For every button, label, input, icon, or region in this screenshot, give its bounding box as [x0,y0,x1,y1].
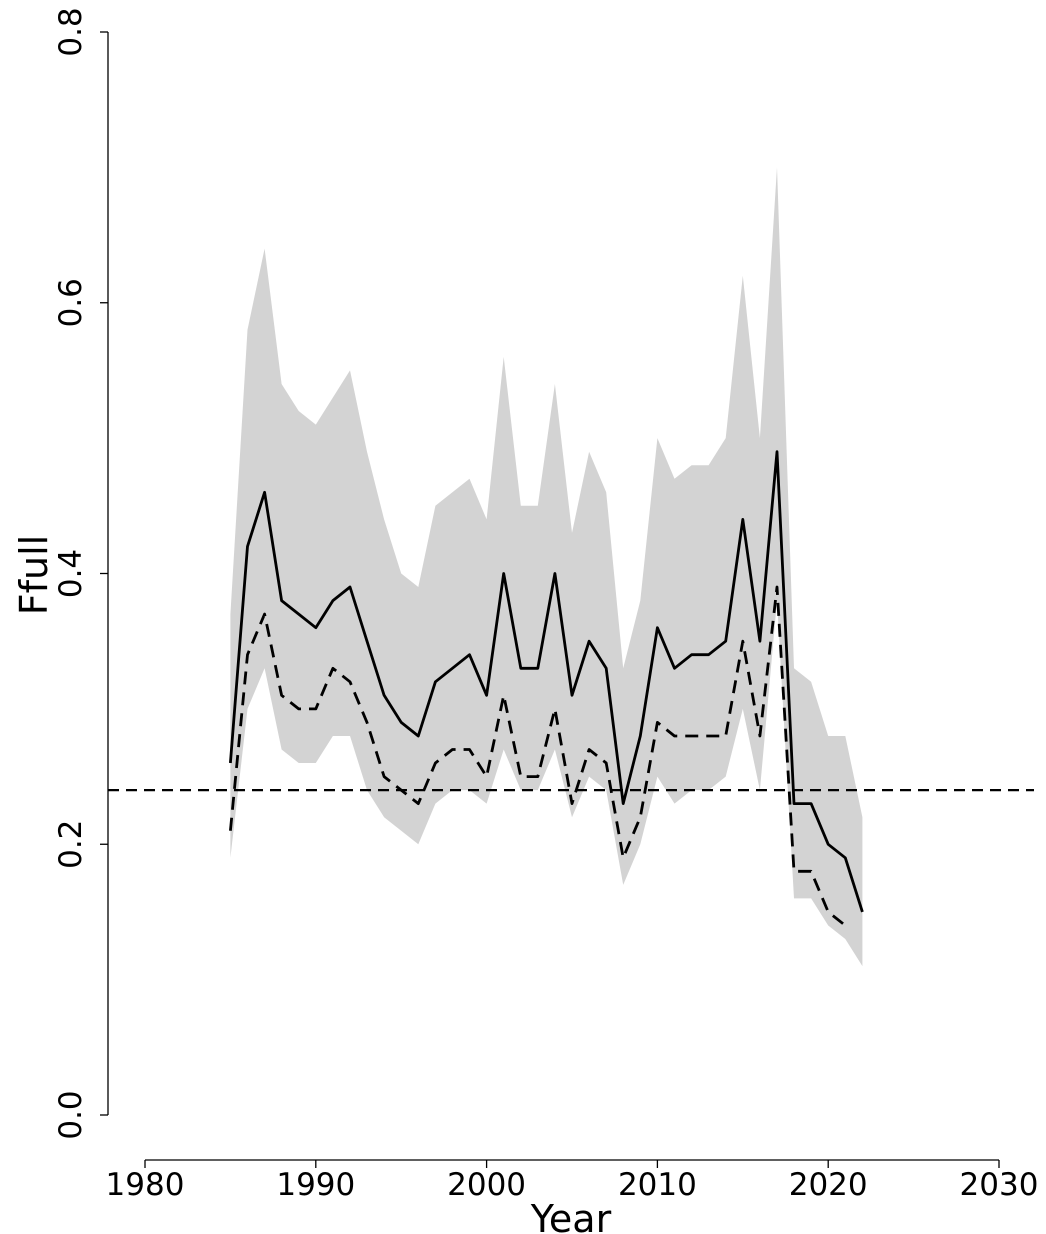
x-tick-label: 1990 [276,1167,355,1203]
y-tick-label: 0.2 [53,820,89,869]
x-axis: 1980 1990 2000 2010 2020 2030 [106,1159,1039,1203]
y-tick-label: 0.8 [53,7,89,56]
y-axis-title: Ffull [12,535,56,615]
y-axis: 0.0 0.2 0.4 0.6 0.8 [53,7,109,1140]
y-tick-label: 0.0 [53,1090,89,1139]
x-tick-label: 2000 [447,1167,526,1203]
confidence-band [230,167,863,967]
y-tick-label: 0.6 [53,278,89,327]
series-line-dashed [229,585,847,927]
x-tick-label: 2010 [618,1167,697,1203]
plot-area [108,167,1034,967]
series-line-solid [229,450,864,913]
x-axis-title: Year [530,1197,612,1234]
x-tick-label: 2020 [789,1167,868,1203]
x-tick-label: 2030 [960,1167,1039,1203]
y-tick-label: 0.4 [53,549,89,598]
x-tick-label: 1980 [106,1167,185,1203]
